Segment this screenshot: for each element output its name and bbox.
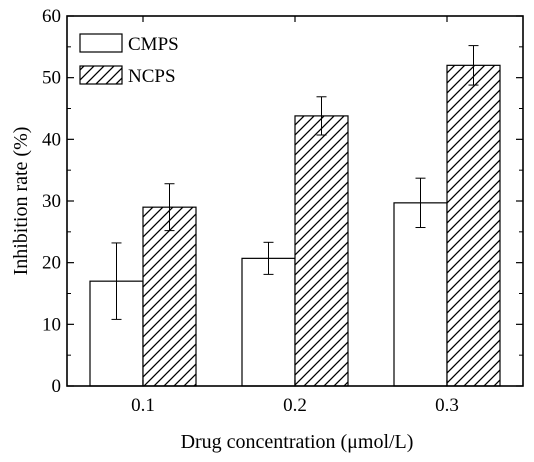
bar-ncps-0.1: [143, 207, 196, 386]
x-tick-label: 0.2: [283, 395, 307, 416]
y-tick-label: 50: [42, 68, 61, 89]
bars-layer: [90, 65, 500, 386]
y-tick-label: 60: [42, 6, 61, 27]
legend-label-ncps: NCPS: [128, 66, 176, 87]
bar-ncps-0.2: [295, 116, 348, 386]
bar-cmps-0.3: [394, 203, 447, 386]
y-tick-label: 10: [42, 314, 61, 335]
bar-cmps-0.2: [242, 258, 295, 386]
x-axis-title: Drug concentration (μmol/L): [181, 431, 414, 453]
legend-label-cmps: CMPS: [128, 34, 179, 55]
x-tick-label: 0.1: [131, 395, 155, 416]
legend-swatch-ncps: [80, 66, 122, 84]
y-axis-title: Inhibition rate (%): [10, 127, 32, 276]
bar-ncps-0.3: [447, 65, 500, 386]
y-tick-label: 40: [42, 129, 61, 150]
y-tick-label: 20: [42, 253, 61, 274]
y-tick-label: 0: [52, 376, 62, 397]
y-tick-label: 30: [42, 191, 61, 212]
x-tick-label: 0.3: [435, 395, 459, 416]
legend: CMPS NCPS: [80, 34, 179, 87]
legend-swatch-cmps: [80, 34, 122, 52]
